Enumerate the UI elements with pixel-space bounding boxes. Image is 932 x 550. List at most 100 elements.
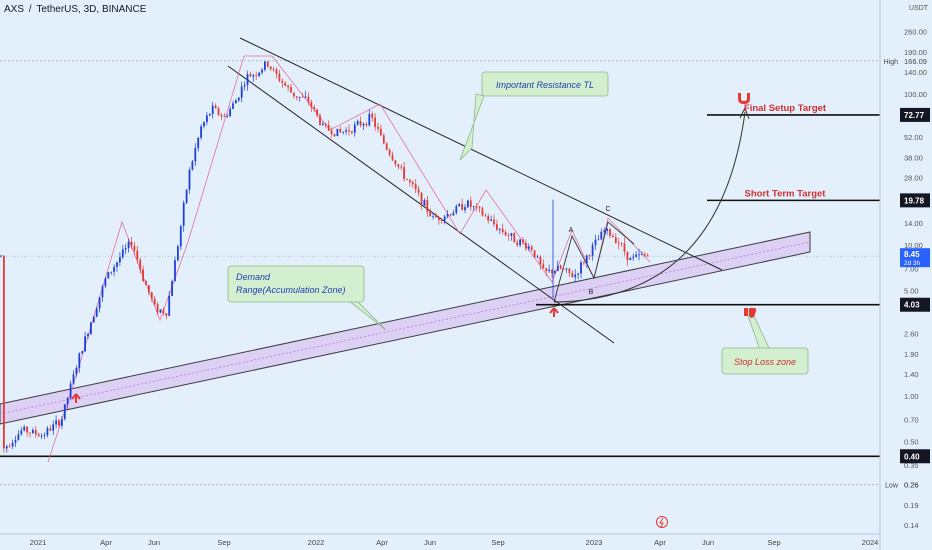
candle-body xyxy=(197,137,200,149)
high-label: High xyxy=(884,59,899,66)
candle-body xyxy=(533,250,536,258)
level-price-value: 0.40 xyxy=(904,452,920,461)
candle-body xyxy=(443,216,446,221)
candle-body xyxy=(359,121,362,126)
candle-body xyxy=(40,435,43,437)
candle-body xyxy=(472,206,475,208)
candle-body xyxy=(148,285,150,293)
candle-body xyxy=(223,116,226,118)
candle-body xyxy=(562,268,565,270)
symbol-label[interactable]: AXS xyxy=(4,4,25,15)
candle-body xyxy=(278,73,281,81)
lightning-glyph xyxy=(659,517,664,528)
candle-body xyxy=(29,432,31,434)
candle-body xyxy=(588,255,591,257)
candle-body xyxy=(446,214,449,217)
candle-body xyxy=(110,271,113,273)
candle-body xyxy=(220,114,223,117)
candle-body xyxy=(458,204,461,206)
chart-title: AXS / TetherUS, 3D, BINANCE xyxy=(4,4,147,15)
candle-body xyxy=(264,61,266,70)
candle-body xyxy=(319,115,321,125)
candle-body xyxy=(217,108,220,115)
candle-body xyxy=(467,200,469,208)
time-axis: 2021 Apr Jun Sep 2022 Apr Jun Sep 2023 Apr Jun Sep 2… xyxy=(0,516,880,547)
candle-body xyxy=(107,272,110,279)
candle-body xyxy=(8,446,11,448)
candle-body xyxy=(623,243,626,252)
candle-body xyxy=(429,211,432,217)
candle-body xyxy=(214,105,217,109)
candle-body xyxy=(380,128,382,136)
candle-body xyxy=(629,257,632,261)
demand-callout-box[interactable] xyxy=(227,265,365,303)
candle-body xyxy=(284,82,287,86)
price-tick-label: 14.00 xyxy=(904,219,923,228)
candle-body xyxy=(17,434,20,440)
candle-body xyxy=(104,278,107,287)
time-tick-label: Sep xyxy=(491,538,504,547)
candle-body xyxy=(641,254,643,255)
candle-body xyxy=(353,124,356,133)
level-annotation: Short Term Target xyxy=(745,188,827,199)
wave-label-a: A xyxy=(569,227,574,234)
candle-body xyxy=(612,236,614,238)
candle-body xyxy=(397,164,400,167)
candle-body xyxy=(182,202,185,226)
candle-body xyxy=(580,262,582,274)
candle-body xyxy=(394,160,397,165)
resistance-callout-box[interactable] xyxy=(481,71,609,97)
candle-body xyxy=(159,309,162,313)
candle-body xyxy=(185,189,188,203)
time-tick-label: Apr xyxy=(654,538,666,547)
candle-body xyxy=(156,304,159,313)
event-lightning-icon[interactable] xyxy=(656,516,668,528)
stoploss-callout-box[interactable] xyxy=(721,347,809,375)
candle-body xyxy=(432,216,434,217)
candle-body xyxy=(252,75,255,77)
candle-body xyxy=(565,268,568,270)
candle-body xyxy=(377,126,379,129)
candle-body xyxy=(133,246,136,251)
candle-body xyxy=(519,239,521,246)
candle-body xyxy=(124,248,127,250)
candle-body xyxy=(84,336,86,352)
candle-body xyxy=(417,189,420,193)
interval-label[interactable]: 3D xyxy=(83,4,97,15)
candle-body xyxy=(116,262,118,267)
candle-body xyxy=(43,435,46,436)
candle-body xyxy=(298,96,301,98)
time-tick-label: 2021 xyxy=(30,538,47,547)
stoploss-callout-text: Stop Loss zone xyxy=(734,357,796,367)
candle-body xyxy=(475,206,478,208)
candle-body xyxy=(388,149,391,155)
candle-body xyxy=(26,426,28,433)
current-price-value: 8.45 xyxy=(904,250,920,259)
candle-body xyxy=(464,207,466,211)
wave-label-c: C xyxy=(605,206,610,213)
candle-body xyxy=(530,246,533,251)
candle-body xyxy=(385,143,388,150)
candle-body xyxy=(324,123,327,126)
price-tick-label: 1.90 xyxy=(904,350,919,359)
resistance-callout-text: Important Resistance TL xyxy=(496,80,594,90)
candle-body xyxy=(551,269,553,274)
time-tick-label: Jun xyxy=(148,538,160,547)
level-price-value: 19.78 xyxy=(904,196,925,205)
candle-body xyxy=(119,257,121,263)
current-price-tag[interactable] xyxy=(900,248,930,268)
candle-body xyxy=(191,161,194,170)
candle-body xyxy=(322,123,324,125)
time-tick-label: Apr xyxy=(376,538,388,547)
price-tick-label: 190.00 xyxy=(904,48,927,57)
candle-body xyxy=(165,313,168,316)
candle-body xyxy=(14,439,17,443)
candle-body xyxy=(269,66,272,70)
candle-body xyxy=(504,232,507,236)
candle-body xyxy=(556,265,559,272)
candle-body xyxy=(617,242,620,244)
resistance-trendline xyxy=(239,37,723,271)
price-tick-label: 2.60 xyxy=(904,329,919,338)
